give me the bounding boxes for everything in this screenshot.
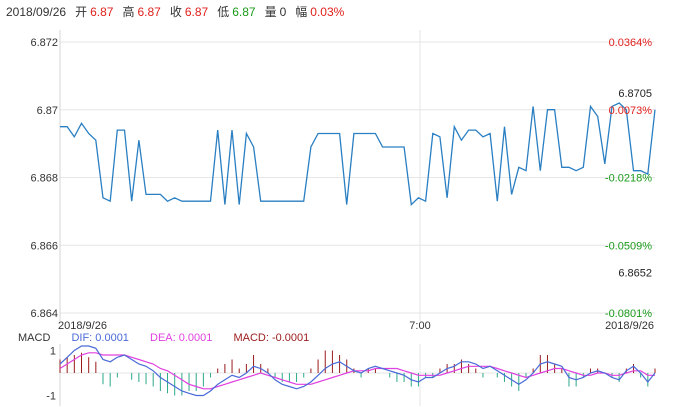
macd-value: MACD: -0.0001 (233, 332, 310, 344)
pct-tick-label: 0.0364% (609, 37, 653, 49)
price-marker-label: 6.8705 (618, 88, 652, 100)
y-tick-label: 6.864 (30, 308, 58, 320)
header-field-value: 6.87 (137, 5, 161, 19)
header-date: 2018/09/26 (6, 5, 67, 19)
x-tick-label: 7:00 (409, 320, 430, 332)
y-tick-label: 6.868 (30, 173, 58, 185)
dif-line (59, 345, 656, 397)
pct-tick-label: -0.0218% (605, 173, 652, 185)
dea-line (59, 352, 655, 390)
macd-y-tick-label: -1 (46, 391, 56, 403)
header-field-label: 幅 (295, 5, 308, 19)
macd-title: MACD (18, 332, 51, 344)
price-line (60, 102, 656, 206)
header-field-value: 0 (279, 5, 287, 19)
pct-tick-label: 0.0073% (609, 105, 653, 117)
y-tick-label: 6.872 (30, 37, 58, 49)
pct-tick-label: -0.0509% (605, 240, 652, 252)
x-tick-label: 2018/9/26 (58, 320, 107, 332)
header-field-value: 6.87 (90, 5, 114, 19)
header-field-label: 量 (264, 5, 277, 19)
header-field-label: 收 (169, 5, 182, 19)
header-field-label: 低 (217, 5, 230, 19)
header-field-label: 高 (122, 5, 135, 19)
header-field-value: 6.87 (232, 5, 256, 19)
dea-value: DEA: 0.0001 (150, 332, 213, 344)
dif-value: DIF: 0.0001 (71, 332, 129, 344)
header-field-value: 6.87 (184, 5, 209, 19)
x-tick-label: 2018/9/26 (605, 320, 654, 332)
pct-tick-label: -0.0801% (605, 308, 652, 320)
header-field-value: 0.03% (310, 5, 345, 19)
price-marker-label: 6.8652 (618, 267, 652, 279)
header-field-label: 开 (75, 5, 88, 19)
quote-summary-bar: 2018/09/26 开 6.87 高 6.87 收 6.87 低 6.87 量 0 幅 0.03% (6, 4, 353, 20)
y-tick-label: 6.866 (30, 240, 58, 252)
macd-y-tick-label: 1 (50, 346, 56, 358)
macd-legend: MACD DIF: 0.0001 DEA: 0.0001 MACD: -0.00… (18, 332, 327, 344)
y-tick-label: 6.87 (37, 105, 58, 117)
